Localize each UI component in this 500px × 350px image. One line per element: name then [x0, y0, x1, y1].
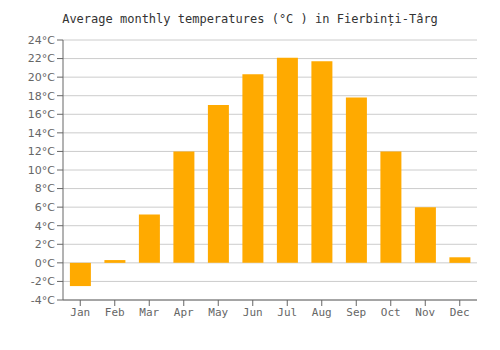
svg-text:20°C: 20°C — [28, 71, 55, 84]
svg-text:Oct: Oct — [381, 306, 401, 319]
svg-text:Aug: Aug — [312, 306, 332, 319]
svg-text:May: May — [208, 306, 228, 319]
svg-text:10°C: 10°C — [28, 164, 55, 177]
svg-text:12°C: 12°C — [28, 145, 55, 158]
svg-text:-2°C: -2°C — [31, 275, 55, 288]
svg-text:18°C: 18°C — [28, 90, 55, 103]
svg-text:Mar: Mar — [139, 306, 159, 319]
svg-text:16°C: 16°C — [28, 108, 55, 121]
svg-text:4°C: 4°C — [35, 220, 55, 233]
svg-text:Apr: Apr — [174, 306, 194, 319]
svg-text:22°C: 22°C — [28, 52, 55, 65]
svg-text:8°C: 8°C — [35, 182, 55, 195]
svg-text:Jan: Jan — [70, 306, 90, 319]
svg-text:Jul: Jul — [277, 306, 297, 319]
svg-text:2°C: 2°C — [35, 238, 55, 251]
svg-text:Jun: Jun — [243, 306, 263, 319]
svg-text:Dec: Dec — [450, 306, 470, 319]
svg-text:6°C: 6°C — [35, 201, 55, 214]
svg-text:0°C: 0°C — [35, 257, 55, 270]
html-text:Average monthly temperatures (: Average monthly temperatures (°C ) in Fi… — [62, 12, 438, 26]
svg-text:Nov: Nov — [415, 306, 435, 319]
svg-text:Feb: Feb — [105, 306, 125, 319]
svg-text:Sep: Sep — [346, 306, 366, 319]
svg-text:14°C: 14°C — [28, 127, 55, 140]
svg-text:24°C: 24°C — [28, 34, 55, 47]
svg-text:-4°C: -4°C — [31, 294, 55, 307]
